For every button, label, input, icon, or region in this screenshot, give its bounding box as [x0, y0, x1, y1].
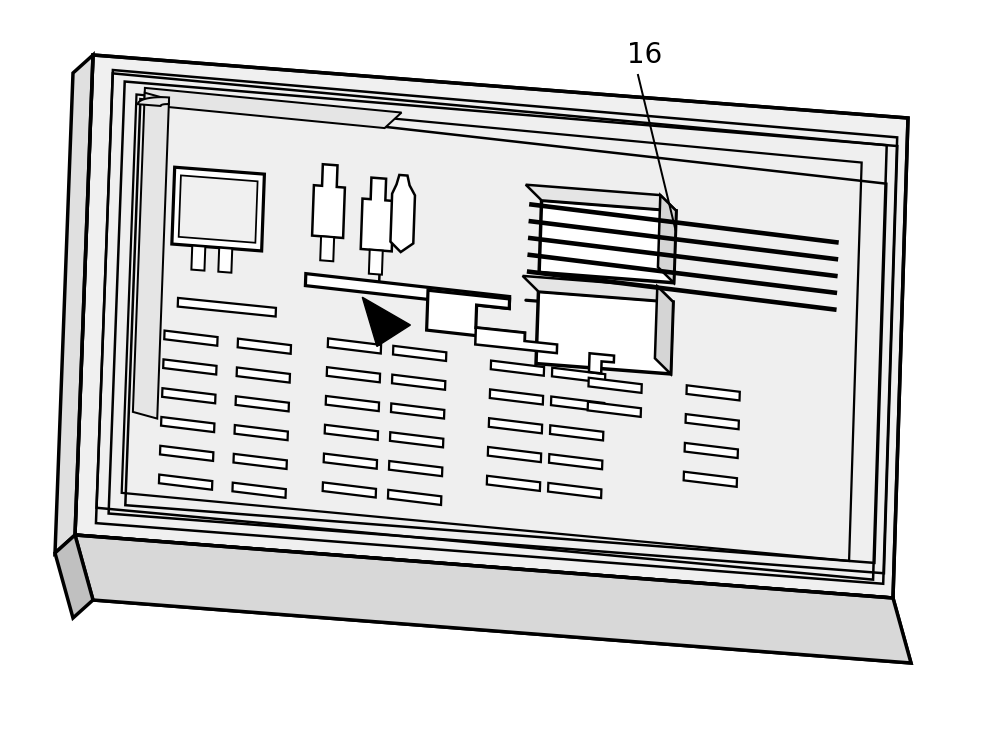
- Polygon shape: [536, 291, 673, 374]
- Polygon shape: [539, 200, 676, 283]
- Polygon shape: [232, 483, 286, 498]
- Polygon shape: [191, 246, 205, 270]
- Polygon shape: [164, 331, 218, 346]
- Polygon shape: [75, 535, 911, 663]
- Polygon shape: [588, 378, 642, 393]
- Polygon shape: [328, 338, 381, 353]
- Polygon shape: [427, 291, 525, 341]
- Polygon shape: [144, 88, 402, 128]
- Polygon shape: [163, 359, 217, 374]
- Polygon shape: [312, 164, 345, 238]
- Polygon shape: [172, 167, 264, 251]
- Polygon shape: [526, 185, 676, 211]
- Polygon shape: [327, 368, 380, 382]
- Polygon shape: [686, 414, 739, 430]
- Polygon shape: [75, 535, 911, 663]
- Polygon shape: [325, 425, 378, 440]
- Polygon shape: [362, 297, 410, 347]
- Polygon shape: [551, 397, 604, 412]
- Polygon shape: [388, 490, 441, 505]
- Polygon shape: [324, 453, 377, 468]
- Polygon shape: [305, 273, 510, 309]
- Polygon shape: [490, 389, 543, 405]
- Polygon shape: [686, 385, 740, 400]
- Polygon shape: [179, 176, 258, 243]
- Polygon shape: [390, 433, 443, 447]
- Polygon shape: [238, 338, 291, 354]
- Polygon shape: [75, 55, 908, 598]
- Polygon shape: [655, 286, 673, 374]
- Polygon shape: [588, 402, 641, 417]
- Polygon shape: [487, 476, 540, 491]
- Polygon shape: [548, 483, 601, 498]
- Polygon shape: [552, 368, 605, 383]
- Polygon shape: [218, 248, 232, 273]
- Text: 16: 16: [627, 41, 663, 69]
- Polygon shape: [323, 483, 376, 498]
- Polygon shape: [161, 417, 214, 432]
- Polygon shape: [488, 447, 541, 462]
- Polygon shape: [138, 97, 169, 106]
- Polygon shape: [390, 175, 415, 252]
- Polygon shape: [523, 276, 673, 302]
- Polygon shape: [549, 454, 602, 469]
- Polygon shape: [160, 446, 213, 461]
- Polygon shape: [109, 81, 897, 573]
- Polygon shape: [55, 535, 93, 618]
- Polygon shape: [162, 388, 215, 403]
- Polygon shape: [392, 374, 445, 390]
- Polygon shape: [133, 93, 169, 418]
- Polygon shape: [237, 368, 290, 382]
- Polygon shape: [391, 403, 444, 418]
- Polygon shape: [369, 249, 383, 275]
- Polygon shape: [320, 236, 334, 261]
- Polygon shape: [475, 328, 557, 353]
- Polygon shape: [233, 454, 287, 469]
- Polygon shape: [393, 346, 446, 361]
- Polygon shape: [361, 178, 394, 251]
- Polygon shape: [684, 471, 737, 487]
- Polygon shape: [489, 418, 542, 433]
- Polygon shape: [658, 195, 676, 283]
- Polygon shape: [235, 425, 288, 440]
- Polygon shape: [55, 55, 93, 553]
- Polygon shape: [178, 298, 276, 317]
- Polygon shape: [685, 443, 738, 458]
- Polygon shape: [550, 425, 603, 441]
- Polygon shape: [491, 361, 544, 376]
- Polygon shape: [389, 461, 442, 476]
- Polygon shape: [326, 396, 379, 411]
- Polygon shape: [589, 353, 614, 374]
- Polygon shape: [159, 474, 212, 490]
- Polygon shape: [236, 396, 289, 412]
